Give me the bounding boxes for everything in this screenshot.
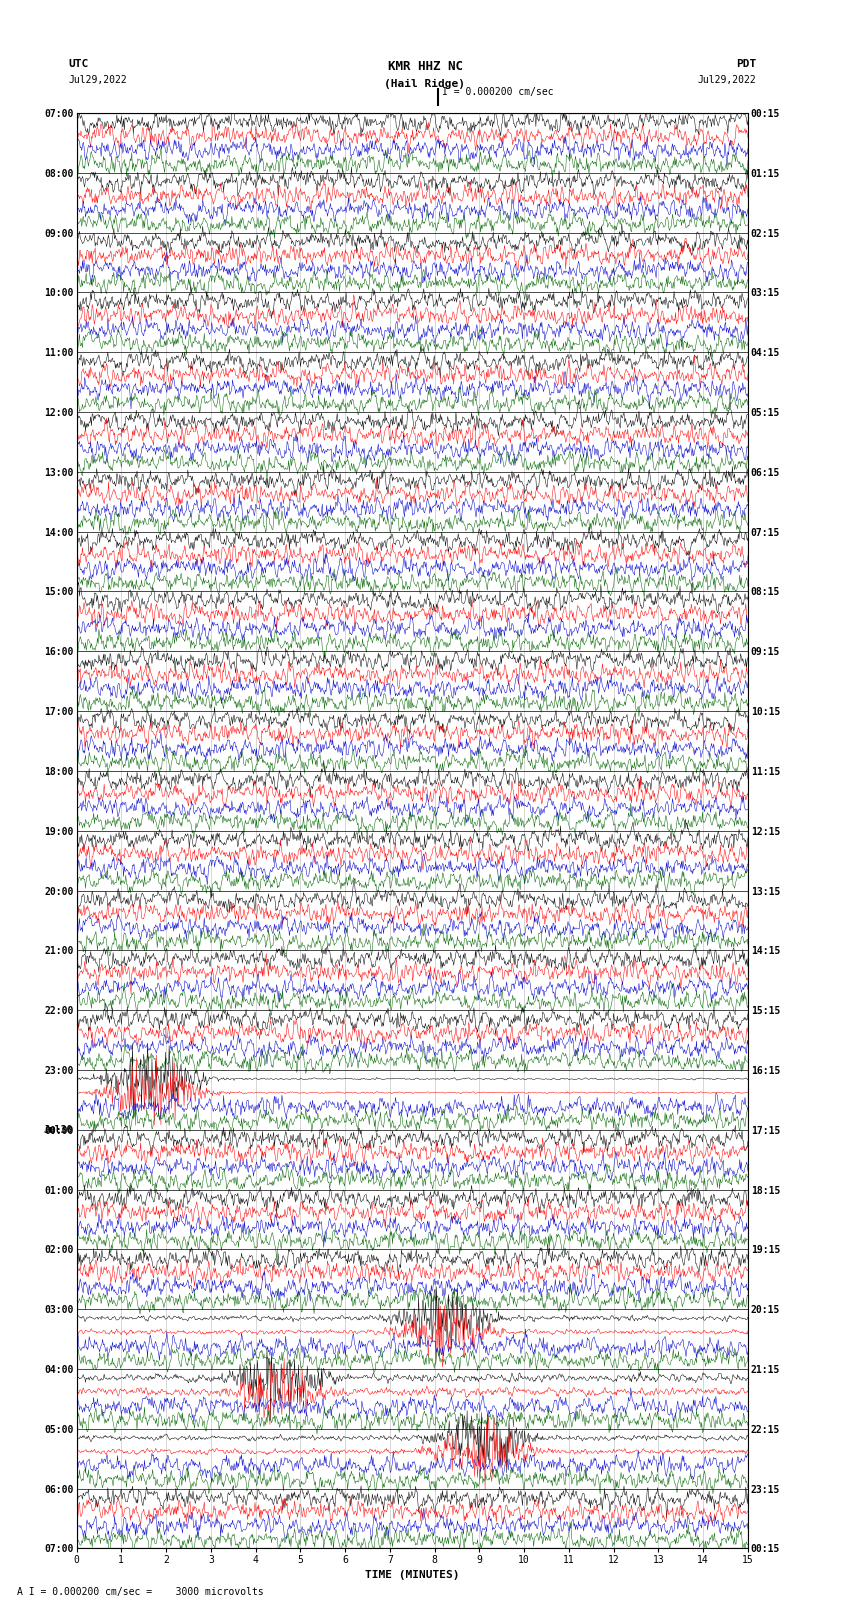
Text: Jul29,2022: Jul29,2022 [68, 76, 127, 85]
Text: A I = 0.000200 cm/sec =    3000 microvolts: A I = 0.000200 cm/sec = 3000 microvolts [17, 1587, 264, 1597]
Text: KMR HHZ NC: KMR HHZ NC [388, 60, 462, 73]
Text: Jul29,2022: Jul29,2022 [698, 76, 756, 85]
X-axis label: TIME (MINUTES): TIME (MINUTES) [365, 1569, 460, 1579]
Text: PDT: PDT [736, 60, 756, 69]
Text: (Hail Ridge): (Hail Ridge) [384, 79, 466, 89]
Text: Jul30: Jul30 [43, 1124, 73, 1136]
Text: I = 0.000200 cm/sec: I = 0.000200 cm/sec [442, 87, 553, 97]
Text: UTC: UTC [68, 60, 88, 69]
